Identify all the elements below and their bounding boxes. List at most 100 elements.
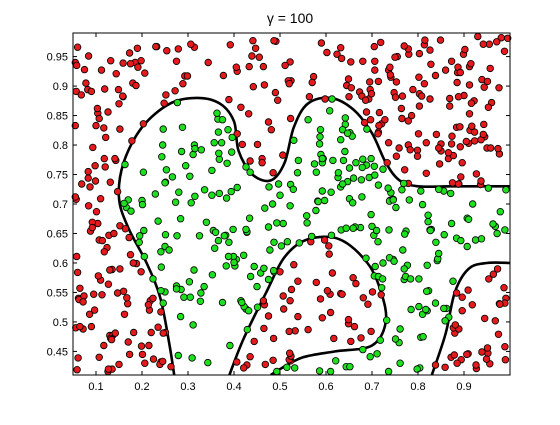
green-point bbox=[294, 156, 303, 165]
x-tick-label: 0.3 bbox=[180, 381, 195, 393]
green-point bbox=[175, 188, 183, 196]
green-point bbox=[162, 166, 171, 174]
green-point bbox=[208, 191, 216, 199]
green-point bbox=[449, 277, 457, 285]
green-point bbox=[172, 285, 181, 293]
red-point bbox=[441, 66, 450, 74]
red-point bbox=[366, 78, 374, 86]
green-point bbox=[154, 217, 162, 225]
red-point bbox=[422, 169, 430, 177]
chart-title: γ = 100 bbox=[267, 10, 314, 26]
red-point bbox=[483, 77, 492, 86]
red-point bbox=[96, 194, 105, 203]
green-point bbox=[215, 189, 223, 198]
green-point bbox=[315, 367, 324, 375]
red-point bbox=[422, 138, 430, 147]
red-point bbox=[115, 360, 123, 369]
green-point bbox=[176, 214, 185, 223]
red-point bbox=[359, 57, 367, 65]
red-point bbox=[93, 104, 102, 113]
red-point bbox=[120, 310, 129, 318]
red-point bbox=[133, 44, 142, 52]
red-point bbox=[187, 40, 195, 48]
green-point bbox=[484, 184, 493, 192]
red-point bbox=[321, 95, 329, 103]
red-point bbox=[420, 79, 429, 88]
red-point bbox=[421, 36, 429, 44]
red-point bbox=[87, 87, 96, 96]
green-point bbox=[424, 211, 432, 219]
red-point bbox=[447, 140, 456, 148]
red-point bbox=[111, 154, 119, 163]
green-point bbox=[413, 365, 421, 373]
green-point bbox=[367, 210, 375, 219]
green-point bbox=[211, 228, 220, 236]
green-point bbox=[213, 109, 221, 117]
red-point bbox=[493, 265, 502, 273]
red-point bbox=[90, 306, 99, 314]
green-point bbox=[379, 165, 387, 173]
green-point bbox=[186, 293, 194, 301]
red-point bbox=[128, 137, 136, 145]
y-tick-label: 0.5 bbox=[53, 317, 68, 329]
red-point bbox=[286, 114, 295, 123]
red-point bbox=[137, 57, 145, 65]
green-point bbox=[405, 196, 413, 204]
red-point bbox=[344, 315, 353, 324]
red-point bbox=[337, 44, 345, 52]
red-point bbox=[104, 280, 113, 288]
red-point bbox=[477, 177, 485, 185]
green-point bbox=[135, 232, 144, 240]
green-point bbox=[223, 159, 231, 167]
red-point bbox=[415, 73, 423, 81]
red-point bbox=[472, 361, 480, 369]
red-point bbox=[413, 152, 422, 160]
red-point bbox=[486, 64, 494, 73]
green-point bbox=[502, 186, 510, 194]
red-point bbox=[391, 53, 399, 61]
green-point bbox=[239, 251, 248, 259]
green-point bbox=[273, 219, 281, 227]
red-point bbox=[500, 47, 509, 55]
green-point bbox=[349, 174, 358, 182]
red-point bbox=[84, 202, 93, 210]
red-point bbox=[415, 49, 424, 58]
green-point bbox=[371, 171, 379, 179]
red-point bbox=[255, 53, 263, 61]
green-point bbox=[372, 226, 381, 235]
green-point bbox=[243, 325, 251, 334]
green-point bbox=[222, 194, 231, 202]
green-point bbox=[289, 185, 297, 193]
green-point bbox=[191, 144, 199, 153]
green-point bbox=[318, 154, 326, 163]
red-point bbox=[113, 289, 122, 297]
green-point bbox=[171, 198, 180, 206]
red-point bbox=[352, 279, 360, 288]
green-point bbox=[230, 258, 238, 267]
red-point bbox=[448, 132, 456, 140]
red-point bbox=[98, 291, 106, 299]
green-point bbox=[242, 163, 250, 171]
red-point bbox=[392, 78, 401, 86]
red-point bbox=[95, 114, 103, 123]
green-point bbox=[303, 219, 311, 227]
green-point bbox=[250, 262, 258, 271]
green-point bbox=[208, 166, 216, 175]
green-point bbox=[423, 261, 431, 269]
x-tick-label: 0.9 bbox=[456, 381, 471, 393]
red-point bbox=[98, 236, 107, 245]
red-point bbox=[323, 48, 331, 57]
y-tick-label: 0.85 bbox=[47, 111, 68, 123]
green-point bbox=[358, 193, 366, 201]
x-tick-label: 0.7 bbox=[364, 381, 379, 393]
green-point bbox=[349, 224, 357, 232]
green-point bbox=[320, 196, 329, 205]
green-point bbox=[328, 95, 336, 103]
green-point bbox=[457, 236, 465, 245]
green-point bbox=[477, 235, 486, 243]
green-point bbox=[400, 179, 408, 188]
red-point bbox=[76, 322, 84, 331]
green-point bbox=[187, 199, 195, 207]
green-point bbox=[210, 138, 218, 147]
